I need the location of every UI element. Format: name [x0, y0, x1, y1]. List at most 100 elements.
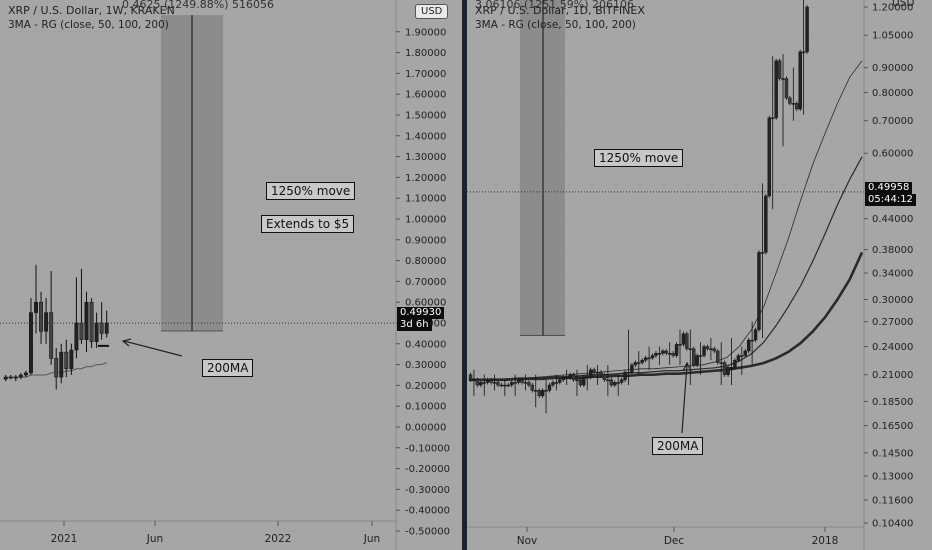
candle[interactable]	[18, 372, 23, 380]
candle[interactable]	[23, 370, 28, 378]
note-1250-move[interactable]: 1250% move	[266, 182, 356, 200]
candle[interactable]	[698, 342, 703, 375]
candle[interactable]	[551, 380, 555, 388]
candle[interactable]	[712, 346, 717, 354]
candle[interactable]	[516, 377, 521, 385]
candle[interactable]	[585, 364, 589, 391]
candle[interactable]	[788, 95, 792, 106]
candle[interactable]	[771, 56, 775, 210]
candle[interactable]	[558, 377, 562, 385]
candle[interactable]	[89, 298, 94, 348]
candle[interactable]	[537, 388, 541, 398]
candle[interactable]	[39, 291, 43, 344]
candle[interactable]	[692, 346, 696, 368]
candle[interactable]	[764, 193, 768, 255]
candle[interactable]	[599, 370, 603, 377]
candle[interactable]	[637, 351, 641, 375]
candle[interactable]	[3, 375, 8, 382]
candle[interactable]	[49, 271, 54, 365]
candle[interactable]	[479, 380, 483, 388]
note-200ma[interactable]: 200MA	[202, 359, 254, 377]
candle[interactable]	[661, 348, 665, 356]
candle[interactable]	[74, 277, 79, 359]
note-1250-move[interactable]: 1250% move	[594, 149, 684, 167]
candle[interactable]	[79, 268, 84, 344]
candle[interactable]	[719, 342, 723, 386]
candle[interactable]	[685, 331, 689, 351]
candle[interactable]	[595, 364, 600, 386]
indicator-label[interactable]: 3MA - RG (close, 50, 100, 200)	[8, 19, 169, 31]
candle[interactable]	[602, 372, 607, 382]
note-200ma[interactable]: 200MA	[652, 437, 704, 455]
candle[interactable]	[726, 365, 730, 377]
candle[interactable]	[540, 388, 545, 398]
candle[interactable]	[619, 377, 624, 385]
candle[interactable]	[716, 348, 720, 365]
candle[interactable]	[736, 353, 741, 363]
candle[interactable]	[733, 358, 737, 370]
candle[interactable]	[740, 346, 744, 375]
candle[interactable]	[705, 344, 710, 351]
panel-divider[interactable]	[462, 0, 467, 550]
candle[interactable]	[571, 372, 576, 382]
candle[interactable]	[681, 331, 686, 347]
candle[interactable]	[29, 298, 33, 375]
candle[interactable]	[750, 321, 754, 365]
candle[interactable]	[582, 375, 586, 388]
candle[interactable]	[544, 379, 548, 414]
candle[interactable]	[499, 382, 504, 388]
candle[interactable]	[485, 377, 490, 385]
candle[interactable]	[554, 374, 559, 391]
candle[interactable]	[44, 298, 49, 344]
candle[interactable]	[616, 374, 620, 396]
candle[interactable]	[34, 264, 38, 334]
candle[interactable]	[564, 369, 569, 386]
candle[interactable]	[623, 370, 627, 382]
candle[interactable]	[688, 329, 692, 386]
candle[interactable]	[743, 348, 747, 358]
candle[interactable]	[709, 337, 713, 361]
candle[interactable]	[774, 58, 778, 120]
candle[interactable]	[722, 360, 727, 377]
candle[interactable]	[657, 346, 662, 365]
candle[interactable]	[777, 58, 782, 81]
right-chart-svg[interactable]: 1.20000 1.05000 0.90000 0.80000 0.70000 0.600…	[467, 0, 932, 550]
candle[interactable]	[54, 347, 59, 390]
candle[interactable]	[640, 358, 644, 365]
candle[interactable]	[8, 375, 13, 380]
candle[interactable]	[489, 377, 493, 385]
candle[interactable]	[674, 342, 679, 358]
candle[interactable]	[527, 380, 531, 388]
candle[interactable]	[798, 49, 802, 112]
candle[interactable]	[613, 380, 617, 388]
candle[interactable]	[492, 374, 497, 391]
candle[interactable]	[104, 310, 109, 338]
candle[interactable]	[503, 379, 507, 396]
candle[interactable]	[589, 367, 593, 380]
candle[interactable]	[472, 369, 476, 396]
candle[interactable]	[760, 183, 765, 338]
candle[interactable]	[13, 375, 18, 382]
candle[interactable]	[520, 377, 524, 385]
candle[interactable]	[496, 380, 500, 388]
candle[interactable]	[664, 348, 668, 356]
candle[interactable]	[791, 67, 796, 121]
candle[interactable]	[647, 346, 651, 370]
candle[interactable]	[506, 382, 510, 388]
candle[interactable]	[678, 329, 682, 365]
candle[interactable]	[609, 377, 614, 388]
candle[interactable]	[84, 291, 89, 353]
candle[interactable]	[650, 353, 655, 360]
candle[interactable]	[784, 76, 789, 101]
candle[interactable]	[630, 362, 634, 375]
candle[interactable]	[482, 374, 486, 396]
candle[interactable]	[561, 375, 565, 382]
note-extends-to-5[interactable]: Extends to $5	[261, 215, 355, 233]
candle[interactable]	[801, 0, 806, 115]
candle[interactable]	[575, 369, 579, 396]
candle[interactable]	[757, 250, 761, 332]
candle[interactable]	[530, 382, 535, 393]
candle[interactable]	[534, 374, 538, 408]
candle[interactable]	[781, 54, 785, 147]
candle[interactable]	[568, 372, 572, 380]
